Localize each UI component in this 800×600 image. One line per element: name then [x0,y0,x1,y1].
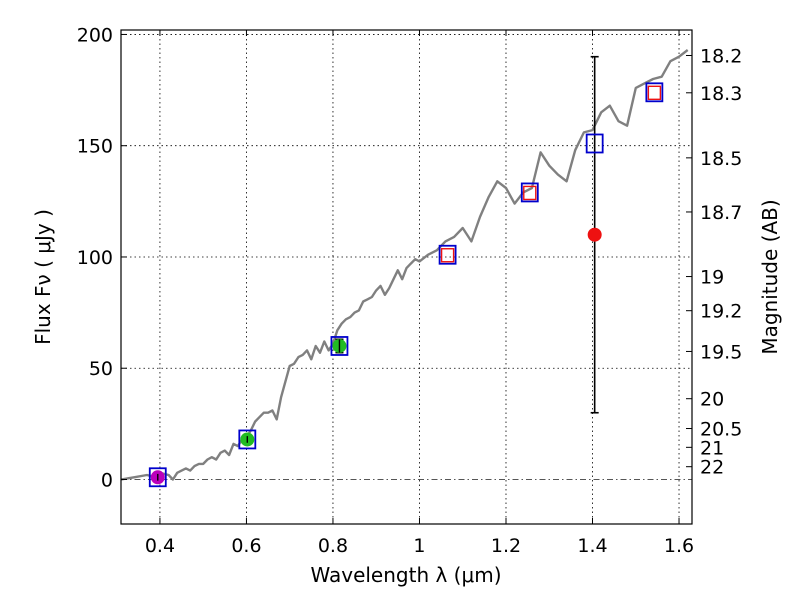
magnitude-tick-label: 22 [700,457,724,479]
magnitude-axis-label: Magnitude (AB) [758,199,782,354]
x-tick-label: 0.4 [145,535,175,557]
magnitude-tick-label: 18.2 [700,45,742,67]
point-1.40 [587,227,602,242]
magnitude-tick-label: 19.2 [700,301,742,323]
observed-band-square [520,182,539,203]
magnitude-tick-label: 20 [700,389,724,411]
magnitude-tick-label: 18.7 [700,202,742,224]
x-axis-label: Wavelength λ (μm) [310,563,501,587]
observed-band-square [330,336,349,356]
magnitude-tick-label: 19.5 [700,341,742,363]
magnitude-tick-label: 18.3 [700,83,742,105]
observed-band-square [585,133,604,154]
y-tick-label: 50 [89,358,113,380]
y-tick-label: 200 [77,24,113,46]
observed-band-square [148,467,167,488]
model-band-square [523,185,537,201]
y-tick-label: 150 [77,136,113,158]
observed-band-square [238,429,257,450]
x-axis-ticks: 0.4 0.6 0.8 1 1.2 1.4 1.6 [145,30,694,557]
x-tick-label: 1.4 [577,535,607,557]
magnitude-tick-label: 18.5 [700,148,742,170]
y-axis-ticks: 0 50 100 150 200 [77,24,127,491]
model-band-square [647,85,662,101]
observed-band-square [645,82,664,103]
magnitude-tick-label: 20.5 [700,419,742,441]
magnitude-tick-label: 19 [700,267,724,289]
detection-points [150,227,602,485]
x-tick-label: 1.2 [491,535,521,557]
band-squares [148,82,664,488]
y-tick-label: 0 [101,469,113,491]
x-tick-label: 1.6 [664,535,694,557]
x-tick-label: 1 [413,535,425,557]
x-tick-label: 0.8 [318,535,348,557]
model-band-square [440,248,455,263]
observed-band-square [438,244,457,265]
magnitude-tick-label: 21 [700,437,724,459]
x-tick-label: 0.6 [231,535,261,557]
model-spectrum [120,49,689,481]
grid-lines [121,30,692,524]
model-spectrum-line [120,49,689,481]
y-tick-label: 100 [77,247,113,269]
error-bars [153,55,599,482]
y-axis-label: Flux Fν ( μJy ) [31,209,55,345]
plot-frame [120,29,693,525]
